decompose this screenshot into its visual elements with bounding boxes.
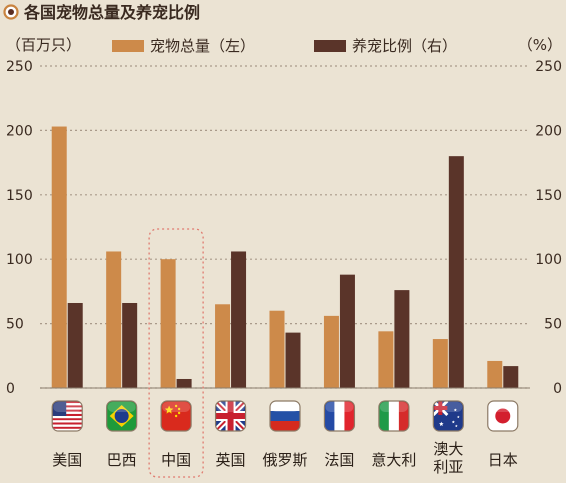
category-label-4: 俄罗斯 — [262, 451, 307, 469]
brazil-flag-icon — [106, 400, 138, 432]
y-tick-label-right: 50 — [544, 317, 562, 333]
bar-total-3 — [215, 304, 231, 388]
bar-ratio-6 — [394, 290, 410, 388]
bar-total-8 — [487, 360, 503, 388]
legend-swatch-ratio — [314, 40, 346, 52]
bar-ratio-7 — [448, 156, 464, 388]
category-label-7: 澳大利亚 — [433, 440, 463, 476]
france-flag-icon — [323, 400, 356, 432]
bar-ratio-1 — [122, 302, 138, 388]
chart-title: 各国宠物总量及养宠比例 — [23, 3, 200, 22]
bar-total-7 — [432, 339, 448, 388]
china-flag-icon — [160, 400, 192, 432]
japan-flag-icon — [487, 400, 519, 432]
right-axis-unit: （%） — [518, 36, 562, 54]
russia-flag-icon — [269, 400, 301, 432]
y-tick-label-right: 100 — [535, 252, 562, 268]
bar-ratio-5 — [339, 274, 355, 388]
category-label-3: 英国 — [216, 451, 246, 469]
bar-ratio-8 — [503, 366, 519, 388]
y-tick-label-right: 150 — [535, 188, 562, 204]
y-tick-label-left: 100 — [6, 252, 33, 268]
category-label-2: 中国 — [161, 451, 191, 469]
bar-total-4 — [269, 310, 285, 388]
left-axis-unit: （百万只） — [6, 36, 81, 54]
legend-swatch-total — [112, 40, 144, 52]
y-tick-label-right: 250 — [535, 59, 562, 75]
category-label-5: 法国 — [324, 451, 354, 469]
y-tick-label-right: 0 — [553, 381, 562, 397]
y-tick-label-left: 250 — [6, 59, 33, 75]
legend-label-total: 宠物总量（左） — [150, 37, 255, 55]
y-tick-label-left: 0 — [6, 381, 15, 397]
category-label-6: 意大利 — [371, 451, 416, 469]
australia-flag-icon — [432, 400, 464, 432]
legend-label-ratio: 养宠比例（右） — [352, 37, 457, 55]
uk-flag-icon — [214, 400, 247, 432]
y-tick-label-right: 200 — [535, 123, 562, 139]
y-tick-label-left: 50 — [6, 317, 24, 333]
highlight-frame-china — [148, 228, 204, 478]
bar-ratio-0 — [67, 302, 83, 388]
category-label-1: 巴西 — [107, 451, 137, 469]
bar-total-6 — [378, 331, 394, 388]
bar-ratio-4 — [285, 332, 301, 388]
italy-flag-icon — [378, 400, 410, 432]
y-tick-label-left: 200 — [6, 123, 33, 139]
category-label-0: 美国 — [52, 451, 82, 469]
bar-ratio-2 — [176, 378, 192, 388]
category-label-8: 日本 — [488, 451, 518, 469]
us-flag-icon — [51, 400, 83, 432]
bar-total-0 — [51, 126, 67, 388]
bar-total-2 — [160, 259, 176, 388]
y-tick-label-left: 150 — [6, 188, 33, 204]
bar-total-5 — [323, 315, 339, 388]
bar-total-1 — [106, 251, 122, 388]
bar-ratio-3 — [231, 251, 247, 388]
